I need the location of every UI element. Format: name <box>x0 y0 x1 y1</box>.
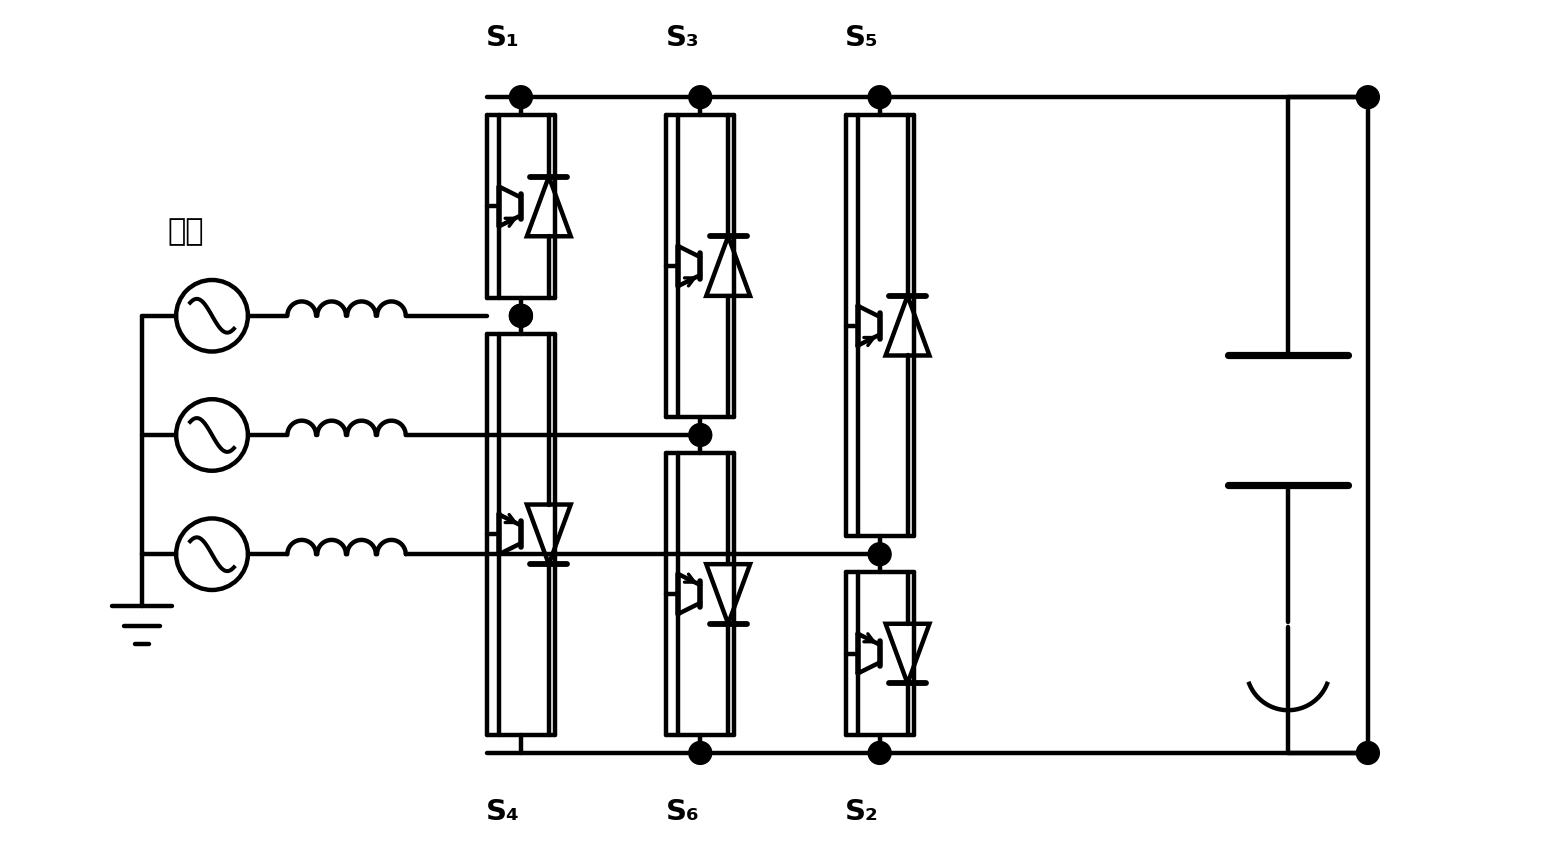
Circle shape <box>510 304 533 327</box>
Text: S₂: S₂ <box>845 798 878 825</box>
Circle shape <box>869 542 890 566</box>
Circle shape <box>688 86 712 109</box>
Text: S₆: S₆ <box>665 798 699 825</box>
Text: S₅: S₅ <box>845 24 878 53</box>
Circle shape <box>869 86 890 109</box>
Circle shape <box>688 741 712 765</box>
Circle shape <box>1357 86 1380 109</box>
Circle shape <box>510 304 533 327</box>
Circle shape <box>510 86 533 109</box>
Text: S₄: S₄ <box>486 798 521 825</box>
Circle shape <box>1357 741 1380 765</box>
Circle shape <box>688 424 712 446</box>
Text: S₃: S₃ <box>665 24 699 53</box>
Circle shape <box>869 741 890 765</box>
Text: S₁: S₁ <box>486 24 521 53</box>
Text: 电网: 电网 <box>168 217 204 246</box>
